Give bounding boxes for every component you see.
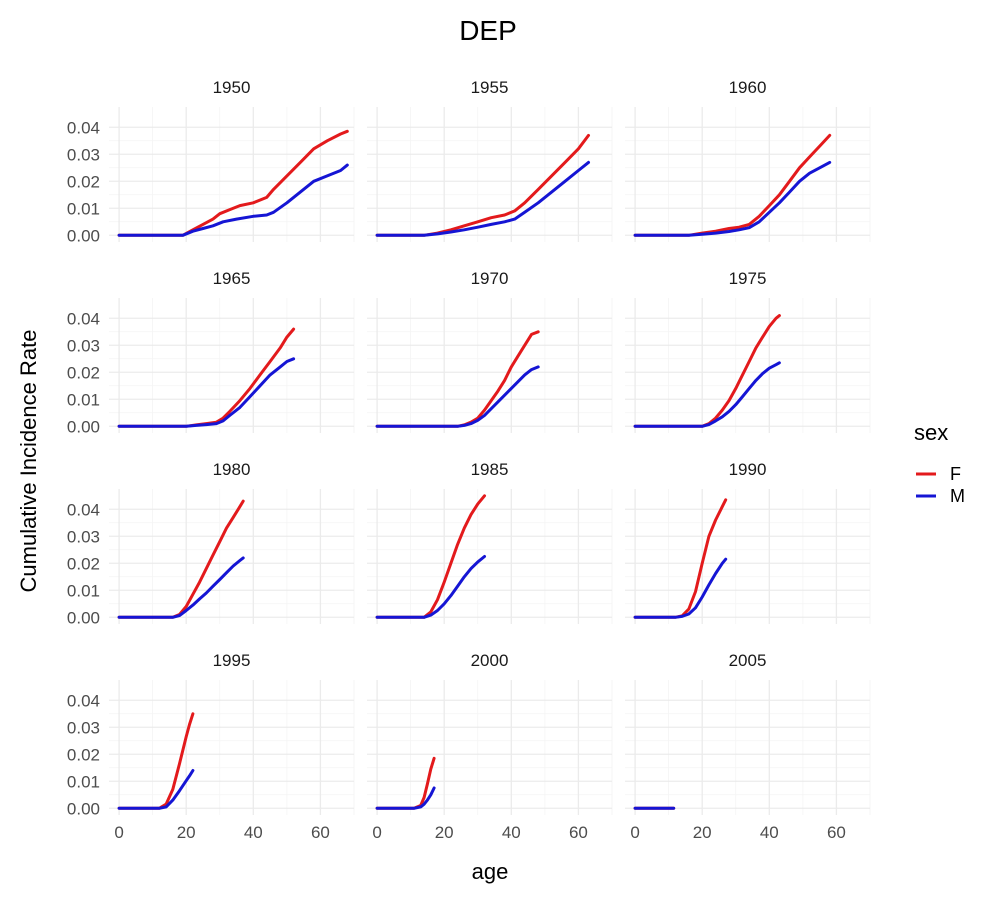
series-line-M	[117, 556, 245, 619]
y-tick-label: 0.00	[67, 799, 100, 818]
facet-panel-1970: 1970	[367, 269, 613, 433]
series-line-M	[375, 365, 540, 428]
y-tick-label: 0.03	[67, 336, 100, 355]
series-line-F	[117, 712, 195, 810]
facet-label: 2005	[729, 651, 767, 670]
facet-panel-2000: 2000 0 20 40 60	[367, 651, 613, 842]
facet-panel-1995: 1995 0.00 0.01 0.02 0.03 0.04 0 20 40 60	[67, 651, 355, 842]
y-tick-label: 0.00	[67, 226, 100, 245]
x-axis-title: age	[472, 859, 509, 884]
facet-label: 1950	[213, 78, 251, 97]
y-tick-label: 0.02	[67, 172, 100, 191]
y-tick-label: 0.04	[67, 118, 100, 137]
x-tick-label: 60	[569, 823, 588, 842]
legend-title: sex	[914, 420, 948, 445]
y-tick-label: 0.02	[67, 363, 100, 382]
x-tick-label: 0	[630, 823, 639, 842]
facet-label: 1995	[213, 651, 251, 670]
facet-label: 1960	[729, 78, 767, 97]
series-line-M	[633, 557, 728, 619]
facet-panel-1985: 1985	[367, 460, 613, 624]
y-tick-label: 0.03	[67, 527, 100, 546]
x-tick-label: 20	[693, 823, 712, 842]
facet-panel-1965: 1965 0.00 0.01 0.02 0.03 0.04	[67, 269, 355, 436]
y-tick-label: 0.04	[67, 500, 100, 519]
facet-label: 1985	[471, 460, 509, 479]
facet-label: 1990	[729, 460, 767, 479]
facet-panels: 1950 0.00 0.01 0.02 0.03 0.04 1955 1960 1965 0.00…	[67, 78, 871, 842]
facet-label: 1955	[471, 78, 509, 97]
x-tick-label: 20	[435, 823, 454, 842]
y-tick-label: 0.02	[67, 745, 100, 764]
series-line-M	[375, 160, 590, 237]
y-tick-label: 0.03	[67, 718, 100, 737]
legend-label-F: F	[950, 464, 961, 484]
x-tick-label: 60	[827, 823, 846, 842]
facet-panel-1980: 1980 0.00 0.01 0.02 0.03 0.04	[67, 460, 355, 627]
series-line-F	[117, 499, 245, 619]
facet-panel-1960: 1960	[625, 78, 871, 242]
x-tick-label: 0	[114, 823, 123, 842]
series-line-F	[633, 314, 781, 428]
series-line-F	[375, 133, 590, 237]
series-line-F	[633, 133, 832, 237]
series-line-M	[633, 160, 832, 237]
facet-label: 2000	[471, 651, 509, 670]
facet-panel-1975: 1975	[625, 269, 871, 433]
series-line-M	[117, 769, 195, 810]
x-tick-label: 60	[311, 823, 330, 842]
y-tick-label: 0.01	[67, 772, 100, 791]
y-tick-label: 0.04	[67, 691, 100, 710]
series-line-M	[375, 786, 436, 810]
series-line-M	[375, 555, 486, 619]
chart-title: DEP	[459, 15, 517, 46]
legend: sex FM	[914, 420, 965, 506]
facet-panel-1990: 1990	[625, 460, 871, 624]
y-tick-label: 0.00	[67, 417, 100, 436]
series-line-F	[375, 494, 486, 619]
x-tick-label: 40	[760, 823, 779, 842]
y-tick-label: 0.02	[67, 554, 100, 573]
x-tick-label: 0	[372, 823, 381, 842]
series-line-F	[117, 129, 349, 237]
y-tick-label: 0.01	[67, 581, 100, 600]
facet-label: 1975	[729, 269, 767, 288]
facet-label: 1980	[213, 460, 251, 479]
y-tick-label: 0.01	[67, 390, 100, 409]
series-line-M	[117, 163, 349, 237]
series-line-F	[375, 330, 540, 428]
facet-panel-2005: 2005 0 20 40 60	[625, 651, 871, 842]
facet-label: 1965	[213, 269, 251, 288]
x-tick-label: 20	[177, 823, 196, 842]
facet-panel-1950: 1950 0.00 0.01 0.02 0.03 0.04	[67, 78, 355, 245]
y-tick-label: 0.01	[67, 199, 100, 218]
y-axis-title: Cumulative Incidence Rate	[16, 330, 41, 593]
y-tick-label: 0.00	[67, 608, 100, 627]
x-tick-label: 40	[502, 823, 521, 842]
facet-label: 1970	[471, 269, 509, 288]
facet-panel-1955: 1955	[367, 78, 613, 242]
x-tick-label: 40	[244, 823, 263, 842]
series-line-M	[117, 357, 296, 428]
legend-label-M: M	[950, 486, 965, 506]
y-tick-label: 0.03	[67, 145, 100, 164]
y-tick-label: 0.04	[67, 309, 100, 328]
legend-entries: FM	[916, 464, 965, 506]
series-line-M	[633, 361, 781, 428]
series-line-F	[633, 498, 728, 619]
